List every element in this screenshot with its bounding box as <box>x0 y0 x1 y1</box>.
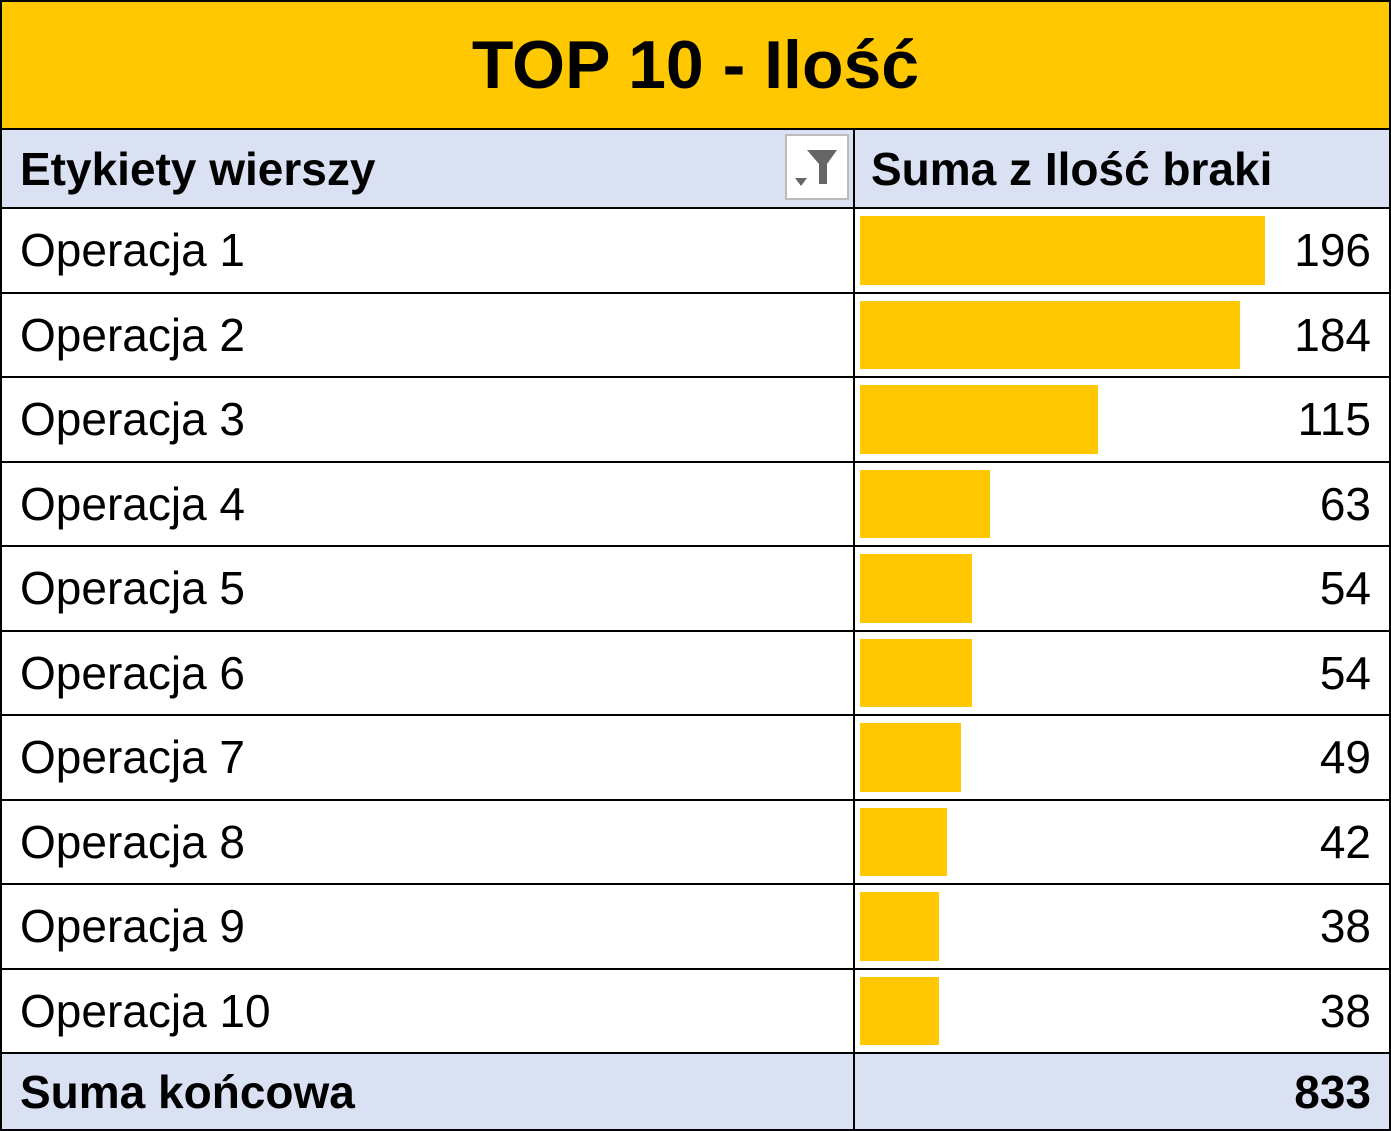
row-value: 184 <box>1294 308 1371 361</box>
filter-button[interactable] <box>785 134 849 200</box>
row-label: Operacja 10 <box>2 969 855 1054</box>
row-label: Operacja 2 <box>2 293 855 378</box>
value-cell: 184 <box>855 294 1389 378</box>
row-label: Operacja 6 <box>2 631 855 716</box>
value-cell: 38 <box>855 885 1389 970</box>
value-cell: 115 <box>855 378 1389 463</box>
data-bar <box>860 638 972 707</box>
value-cell: 54 <box>855 632 1389 716</box>
header-cell: Suma z Ilość braki <box>855 130 1389 209</box>
row-label: Operacja 9 <box>2 885 855 970</box>
data-bar <box>860 976 939 1045</box>
value-cell: 42 <box>855 801 1389 885</box>
row-value: 42 <box>1319 815 1371 868</box>
value-cell: 63 <box>855 463 1389 547</box>
row-label: Operacja 4 <box>2 462 855 547</box>
row-value: 54 <box>1319 646 1371 699</box>
title: TOP 10 - Ilość <box>2 2 1389 130</box>
row-value: 196 <box>1294 224 1371 277</box>
row-label: Operacja 7 <box>2 716 855 801</box>
row-value: 49 <box>1319 731 1371 784</box>
row-label: Operacja 5 <box>2 547 855 632</box>
data-bar <box>860 385 1098 454</box>
data-bar <box>860 469 991 538</box>
row-value: 63 <box>1319 477 1371 530</box>
total-label: Suma końcowa <box>2 1054 855 1129</box>
value-cell: 196 <box>855 209 1389 294</box>
row-value: 54 <box>1319 562 1371 615</box>
row-label: Operacja 1 <box>2 209 855 294</box>
data-bar <box>860 892 939 961</box>
value-cell: 54 <box>855 547 1389 632</box>
data-bar <box>860 554 972 623</box>
data-bar <box>860 300 1241 369</box>
value-cell: 49 <box>855 716 1389 801</box>
filter-icon <box>795 150 837 186</box>
row-label: Operacja 8 <box>2 800 855 885</box>
header-cell: Etykiety wierszy <box>2 130 855 209</box>
data-bar <box>860 216 1265 285</box>
total-value: 833 <box>855 1054 1389 1129</box>
row-value: 38 <box>1319 900 1371 953</box>
data-bar <box>860 723 962 792</box>
data-bar <box>860 807 947 876</box>
row-value: 38 <box>1319 984 1371 1037</box>
row-value: 115 <box>1297 393 1371 446</box>
value-cell: 38 <box>855 970 1389 1054</box>
row-label: Operacja 3 <box>2 378 855 463</box>
